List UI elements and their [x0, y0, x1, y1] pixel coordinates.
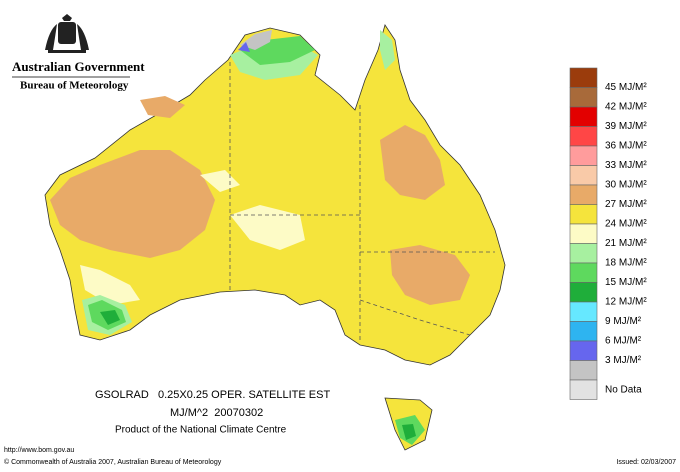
bureau-name: Bureau of Meteorology — [20, 80, 129, 92]
legend-label: 12 MJ/M² — [605, 297, 647, 308]
legend-label: 15 MJ/M² — [605, 277, 647, 288]
legend-swatch — [569, 165, 598, 186]
legend-swatch — [569, 282, 598, 303]
legend-swatch — [569, 379, 598, 400]
copyright: © Commonwealth of Australia 2007, Austra… — [4, 458, 222, 466]
logo-crest — [45, 14, 89, 53]
patch — [238, 42, 250, 52]
map — [44, 24, 506, 451]
legend-swatch — [569, 145, 598, 166]
legend-swatch — [569, 204, 598, 225]
state-border — [359, 299, 471, 336]
patch — [380, 30, 395, 70]
legend-swatch — [569, 67, 598, 88]
patch — [100, 310, 120, 325]
legend-label: 9 MJ/M² — [605, 316, 642, 327]
legend-label: 36 MJ/M² — [605, 141, 647, 152]
legend-swatch — [569, 184, 598, 205]
issued: Issued: 02/03/2007 — [616, 459, 676, 466]
centre: Product of the National Climate Centre — [115, 425, 287, 436]
legend-label: 39 MJ/M² — [605, 121, 647, 132]
patch — [240, 30, 272, 50]
patch — [402, 424, 416, 440]
legend-swatch — [569, 106, 598, 127]
legend: 45 MJ/M² 42 MJ/M² 39 MJ/M² 36 MJ/M² 33 MJ/M²… — [569, 67, 647, 400]
legend-label: 18 MJ/M² — [605, 258, 647, 269]
legend-label: 3 MJ/M² — [605, 355, 642, 366]
legend-label: 21 MJ/M² — [605, 238, 647, 249]
legend-swatch — [569, 301, 598, 322]
legend-label: 33 MJ/M² — [605, 160, 647, 171]
product-title: GSOLRAD 0.25X0.25 OPER. SATELLITE EST — [95, 389, 330, 401]
units-date: MJ/M^2 20070302 — [170, 407, 263, 419]
government-name: Australian Government — [12, 59, 145, 74]
legend-swatch — [569, 262, 598, 283]
patch — [230, 205, 305, 250]
legend-label: 30 MJ/M² — [605, 180, 647, 191]
legend-swatch — [569, 340, 598, 361]
legend-swatch — [569, 360, 598, 381]
patch — [50, 150, 215, 258]
legend-swatch — [569, 321, 598, 342]
legend-swatch — [569, 243, 598, 264]
patch — [140, 96, 185, 118]
legend-label: 24 MJ/M² — [605, 219, 647, 230]
patch — [390, 245, 470, 305]
legend-label: 42 MJ/M² — [605, 102, 647, 113]
mainland — [44, 24, 506, 366]
legend-swatch — [569, 223, 598, 244]
legend-swatch — [569, 87, 598, 108]
legend-label: 45 MJ/M² — [605, 82, 647, 93]
legend-label: 27 MJ/M² — [605, 199, 647, 210]
patch — [80, 265, 140, 305]
legend-label: 6 MJ/M² — [605, 336, 642, 347]
url: http://www.bom.gov.au — [4, 447, 74, 454]
legend-swatch — [569, 126, 598, 147]
legend-label: No Data — [605, 384, 642, 395]
patch — [380, 125, 445, 200]
